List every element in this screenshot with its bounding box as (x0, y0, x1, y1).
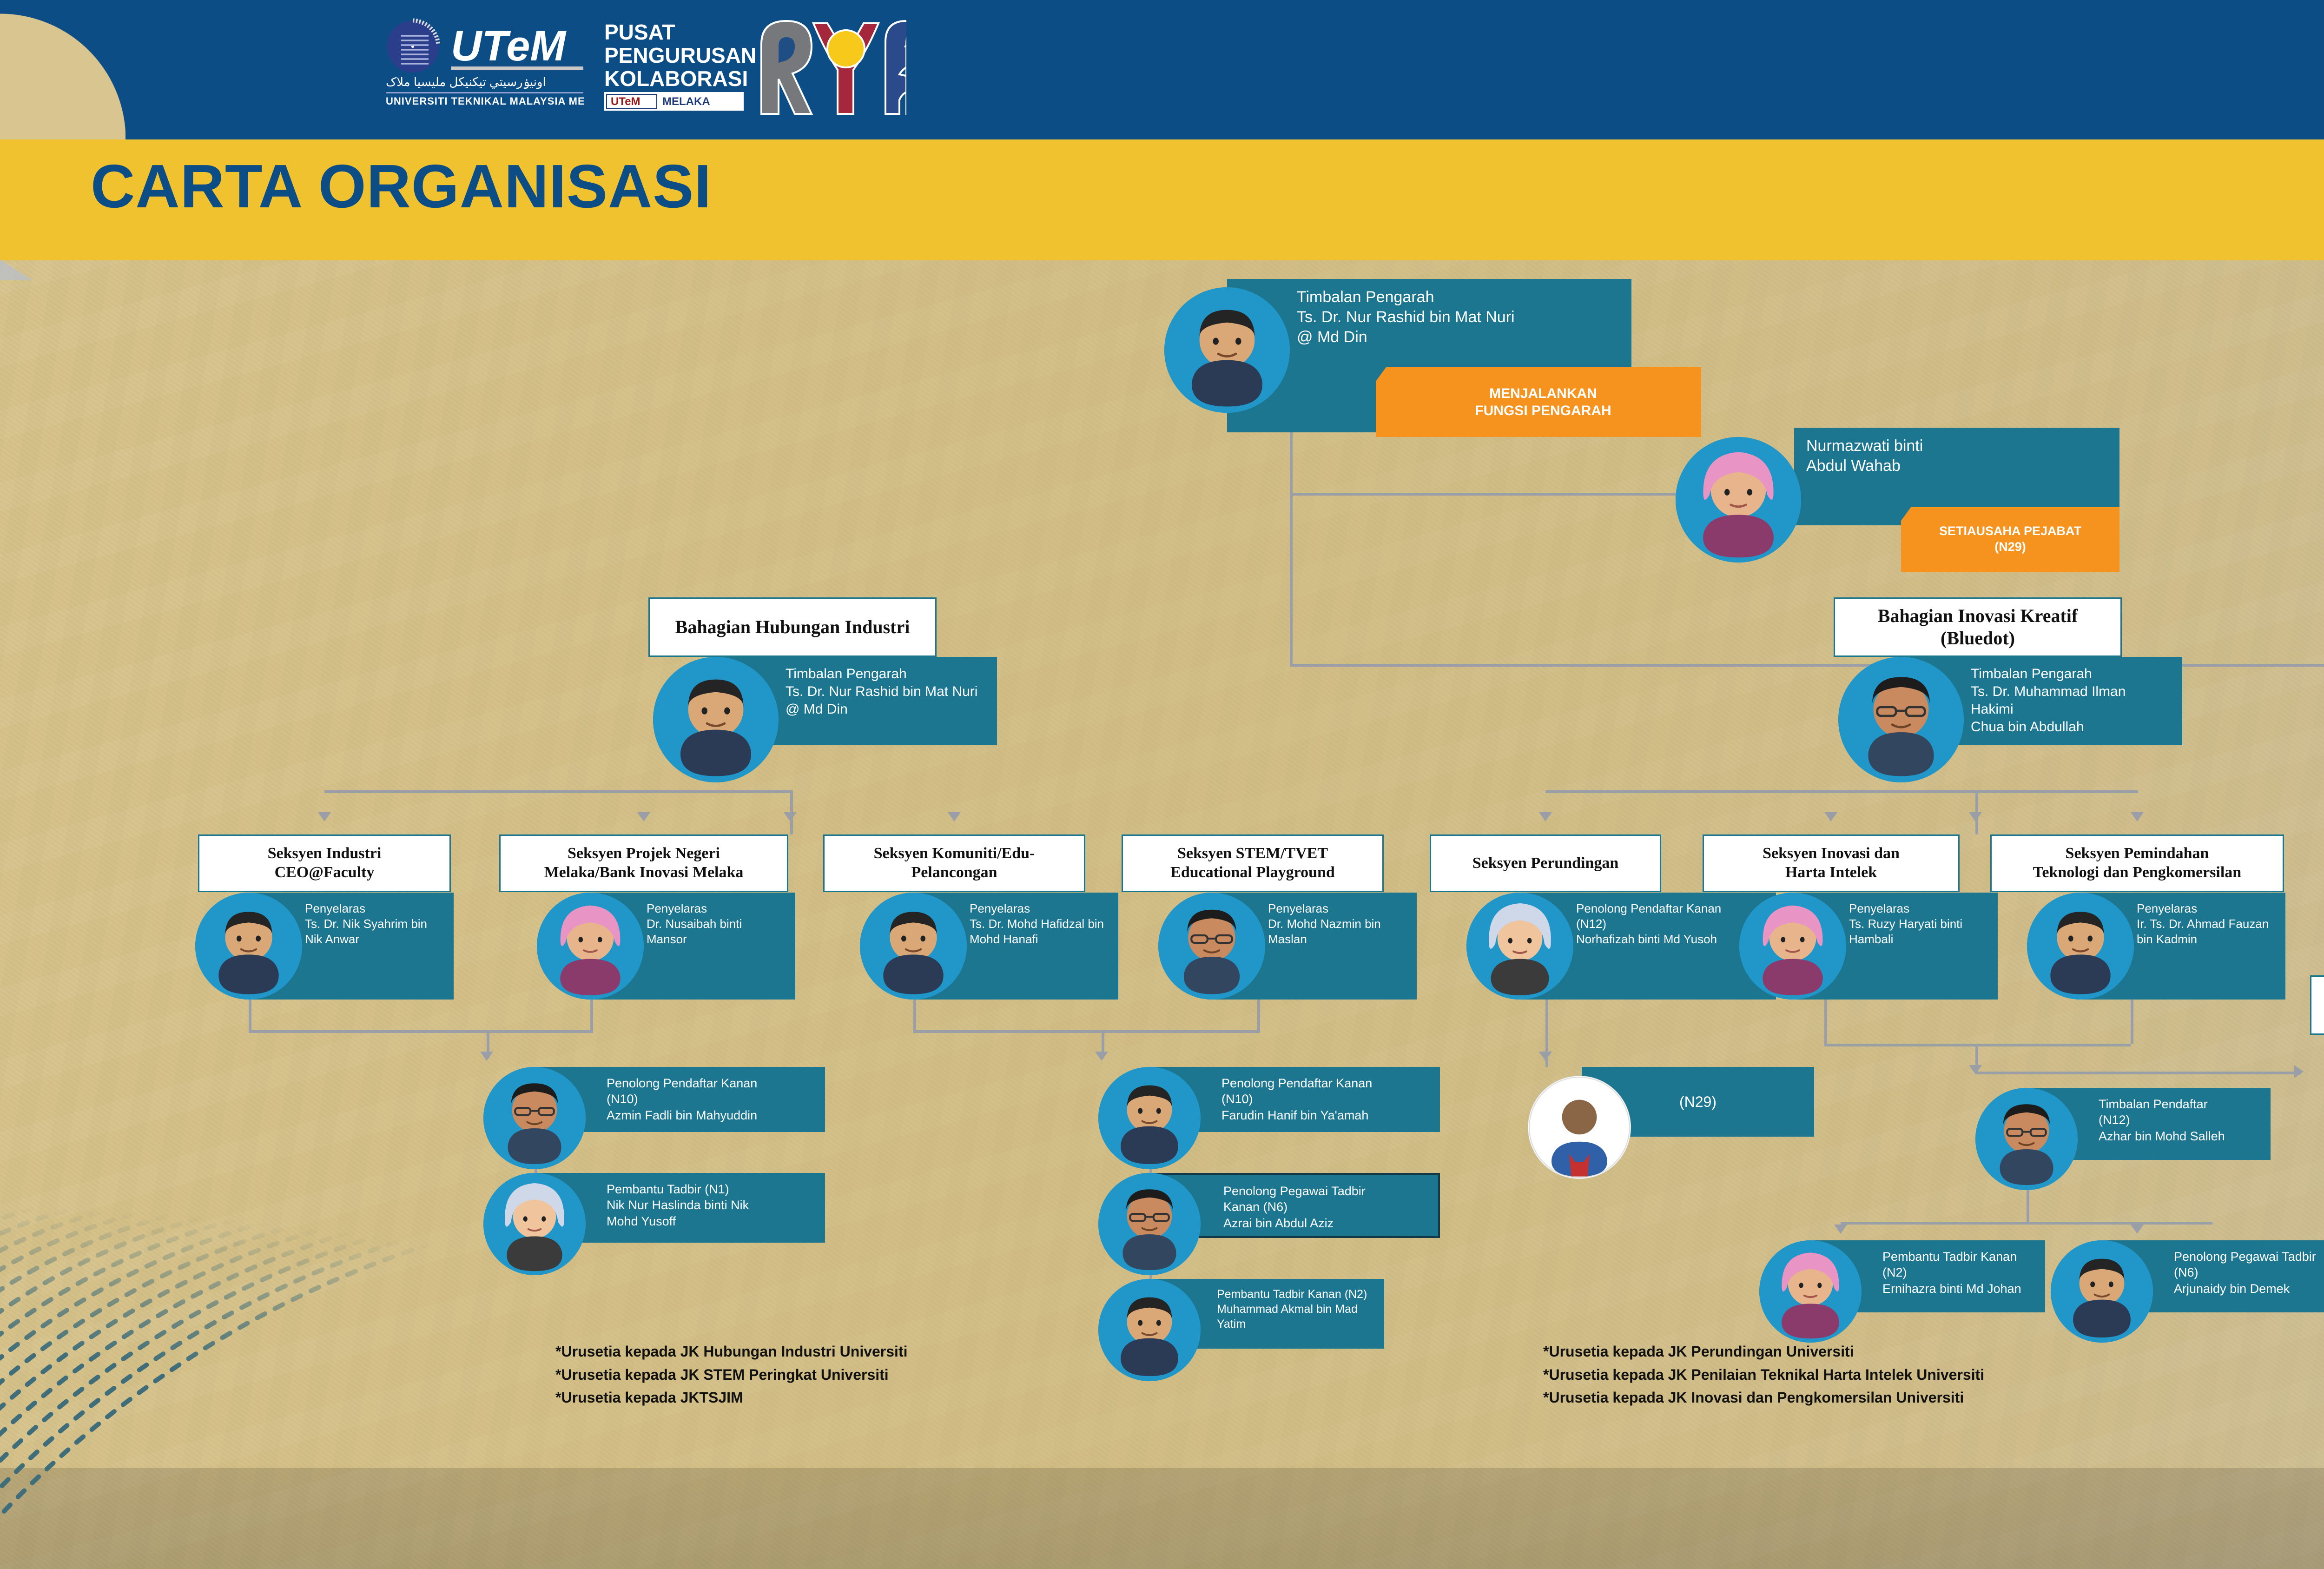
svg-text:اونيۏرسيتي تيكنيكل مليسيا ملاک: اونيۏرسيتي تيكنيكل مليسيا ملاک (386, 75, 546, 89)
svg-text:MELAKA: MELAKA (662, 95, 710, 108)
svg-text:KOLABORASI: KOLABORASI (604, 66, 748, 91)
svg-text:UTeM: UTeM (611, 95, 640, 108)
svg-text:PUSAT: PUSAT (604, 20, 675, 44)
svg-text:PENGURUSAN: PENGURUSAN (604, 43, 756, 67)
svg-text:UNIVERSITI TEKNIKAL MALAYSIA M: UNIVERSITI TEKNIKAL MALAYSIA MELAKA (386, 95, 586, 107)
svg-text:UTeM: UTeM (451, 22, 567, 70)
